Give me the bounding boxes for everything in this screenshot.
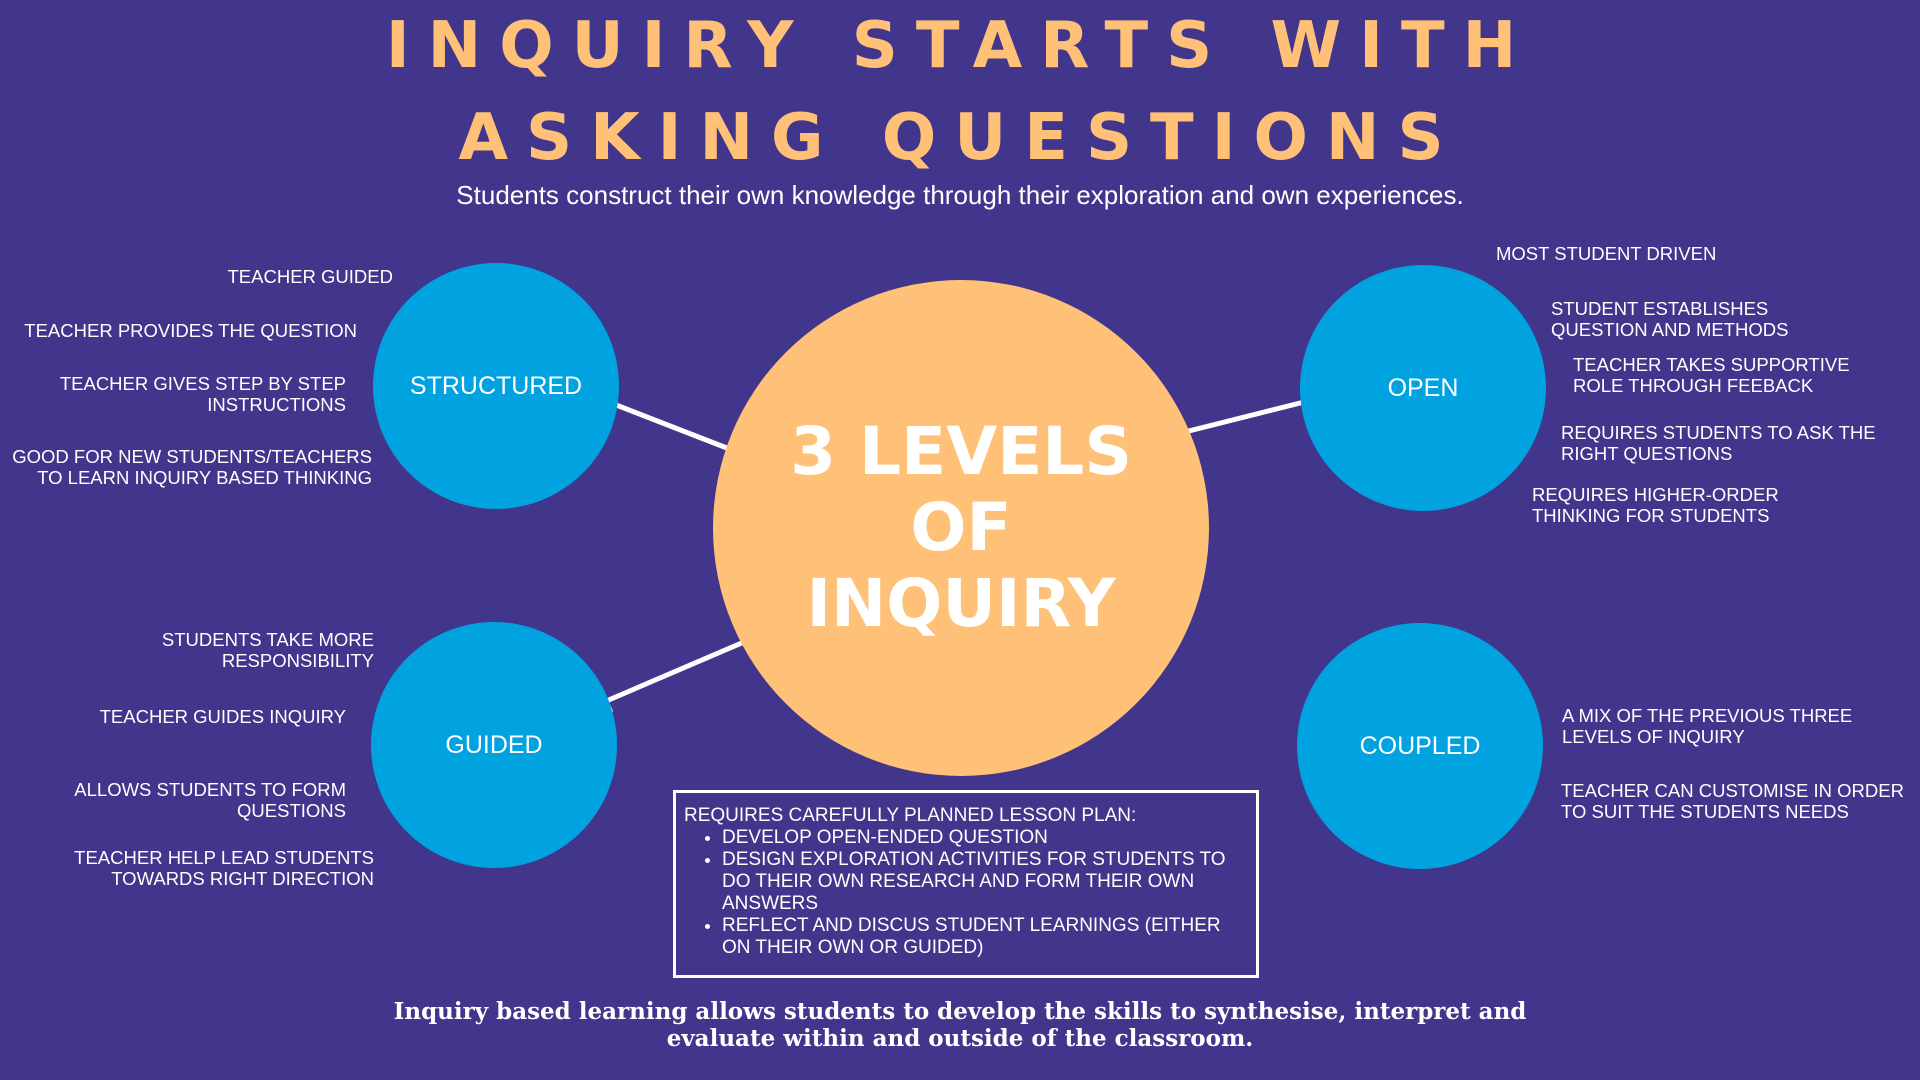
node-coupled: COUPLED [1297,623,1543,869]
node-structured: STRUCTURED [373,263,619,509]
center-label-line-1: 3 LEVELS [790,413,1132,490]
arrow-to-structured [588,391,751,460]
center-label-line-3: INQUIRY [806,565,1116,642]
center-circle: 3 LEVELS OF INQUIRY [713,280,1209,776]
lesson-plan-list: DEVELOP OPEN-ENDED QUESTION DESIGN EXPLO… [684,827,1248,959]
coupled-note: A MIX OF THE PREVIOUS THREE LEVELS OF IN… [1562,705,1853,747]
lesson-plan-item: DEVELOP OPEN-ENDED QUESTION [722,827,1248,849]
open-note: MOST STUDENT DRIVEN [1496,243,1717,264]
footer-line-1: Inquiry based learning allows students t… [393,998,1527,1025]
node-open: OPEN [1300,265,1546,511]
structured-note: TEACHER PROVIDES THE QUESTION [24,320,357,341]
title-line-1: INQUIRY STARTS WITH [385,9,1535,83]
lesson-plan-box: REQUIRES CAREFULLY PLANNED LESSON PLAN: … [673,790,1259,978]
guided-note: ALLOWS STUDENTS TO FORM QUESTIONS [74,779,346,821]
footer-line-2: evaluate within and outside of the class… [666,1025,1254,1052]
lesson-plan-heading: REQUIRES CAREFULLY PLANNED LESSON PLAN: [684,805,1137,826]
center-label: 3 LEVELS OF INQUIRY [771,414,1151,642]
open-note: REQUIRES STUDENTS TO ASK THE RIGHT QUEST… [1561,422,1876,464]
center-label-line-2: OF [910,489,1012,566]
guided-note: TEACHER HELP LEAD STUDENTS TOWARDS RIGHT… [74,847,374,889]
open-note: TEACHER TAKES SUPPORTIVE ROLE THROUGH FE… [1573,354,1850,396]
open-note: REQUIRES HIGHER-ORDER THINKING FOR STUDE… [1532,484,1779,526]
subtitle: Students construct their own knowledge t… [456,180,1464,210]
structured-note: GOOD FOR NEW STUDENTS/TEACHERS TO LEARN … [12,446,372,488]
guided-note: TEACHER GUIDES INQUIRY [99,706,346,727]
node-guided: GUIDED [371,622,617,868]
lesson-plan-item: DESIGN EXPLORATION ACTIVITIES FOR STUDEN… [722,849,1248,915]
open-note: STUDENT ESTABLISHES QUESTION AND METHODS [1551,298,1789,340]
structured-note: TEACHER GIVES STEP BY STEP INSTRUCTIONS [59,373,346,415]
structured-note: TEACHER GUIDED [227,266,394,287]
coupled-note: TEACHER CAN CUSTOMISE IN ORDER TO SUIT T… [1561,780,1904,822]
guided-note: STUDENTS TAKE MORE RESPONSIBILITY [161,629,374,671]
arrow-to-guided [585,633,759,712]
footer-text: Inquiry based learning allows students t… [0,998,1920,1052]
title-line-2: ASKING QUESTIONS [458,101,1462,175]
lesson-plan-item: REFLECT AND DISCUS STUDENT LEARNINGS (EI… [722,915,1248,959]
